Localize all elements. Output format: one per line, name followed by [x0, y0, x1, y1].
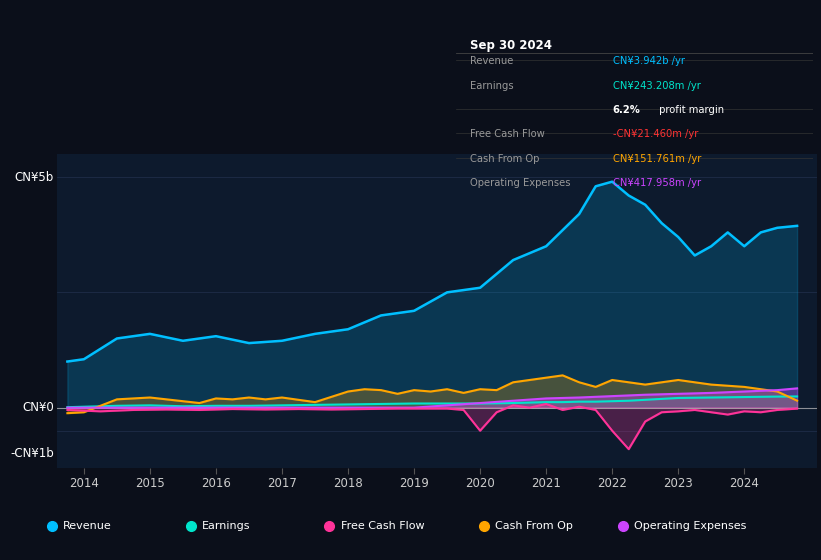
- Text: Sep 30 2024: Sep 30 2024: [470, 39, 552, 52]
- Text: Revenue: Revenue: [63, 521, 112, 531]
- Text: Free Cash Flow: Free Cash Flow: [470, 129, 544, 139]
- Text: Cash From Op: Cash From Op: [495, 521, 573, 531]
- Text: Earnings: Earnings: [470, 81, 514, 91]
- Text: CN¥151.761m /yr: CN¥151.761m /yr: [612, 154, 701, 164]
- Text: Free Cash Flow: Free Cash Flow: [341, 521, 424, 531]
- Text: profit margin: profit margin: [656, 105, 724, 115]
- Text: Operating Expenses: Operating Expenses: [635, 521, 746, 531]
- Text: Cash From Op: Cash From Op: [470, 154, 539, 164]
- Text: CN¥417.958m /yr: CN¥417.958m /yr: [612, 179, 701, 188]
- Text: CN¥243.208m /yr: CN¥243.208m /yr: [612, 81, 700, 91]
- Text: -CN¥1b: -CN¥1b: [10, 447, 53, 460]
- Text: 6.2%: 6.2%: [612, 105, 640, 115]
- Text: -CN¥21.460m /yr: -CN¥21.460m /yr: [612, 129, 698, 139]
- Text: CN¥5b: CN¥5b: [15, 171, 53, 184]
- Text: Revenue: Revenue: [470, 56, 513, 66]
- Text: Earnings: Earnings: [202, 521, 250, 531]
- Text: CN¥0: CN¥0: [22, 401, 53, 414]
- Text: Operating Expenses: Operating Expenses: [470, 179, 571, 188]
- Text: CN¥3.942b /yr: CN¥3.942b /yr: [612, 56, 685, 66]
